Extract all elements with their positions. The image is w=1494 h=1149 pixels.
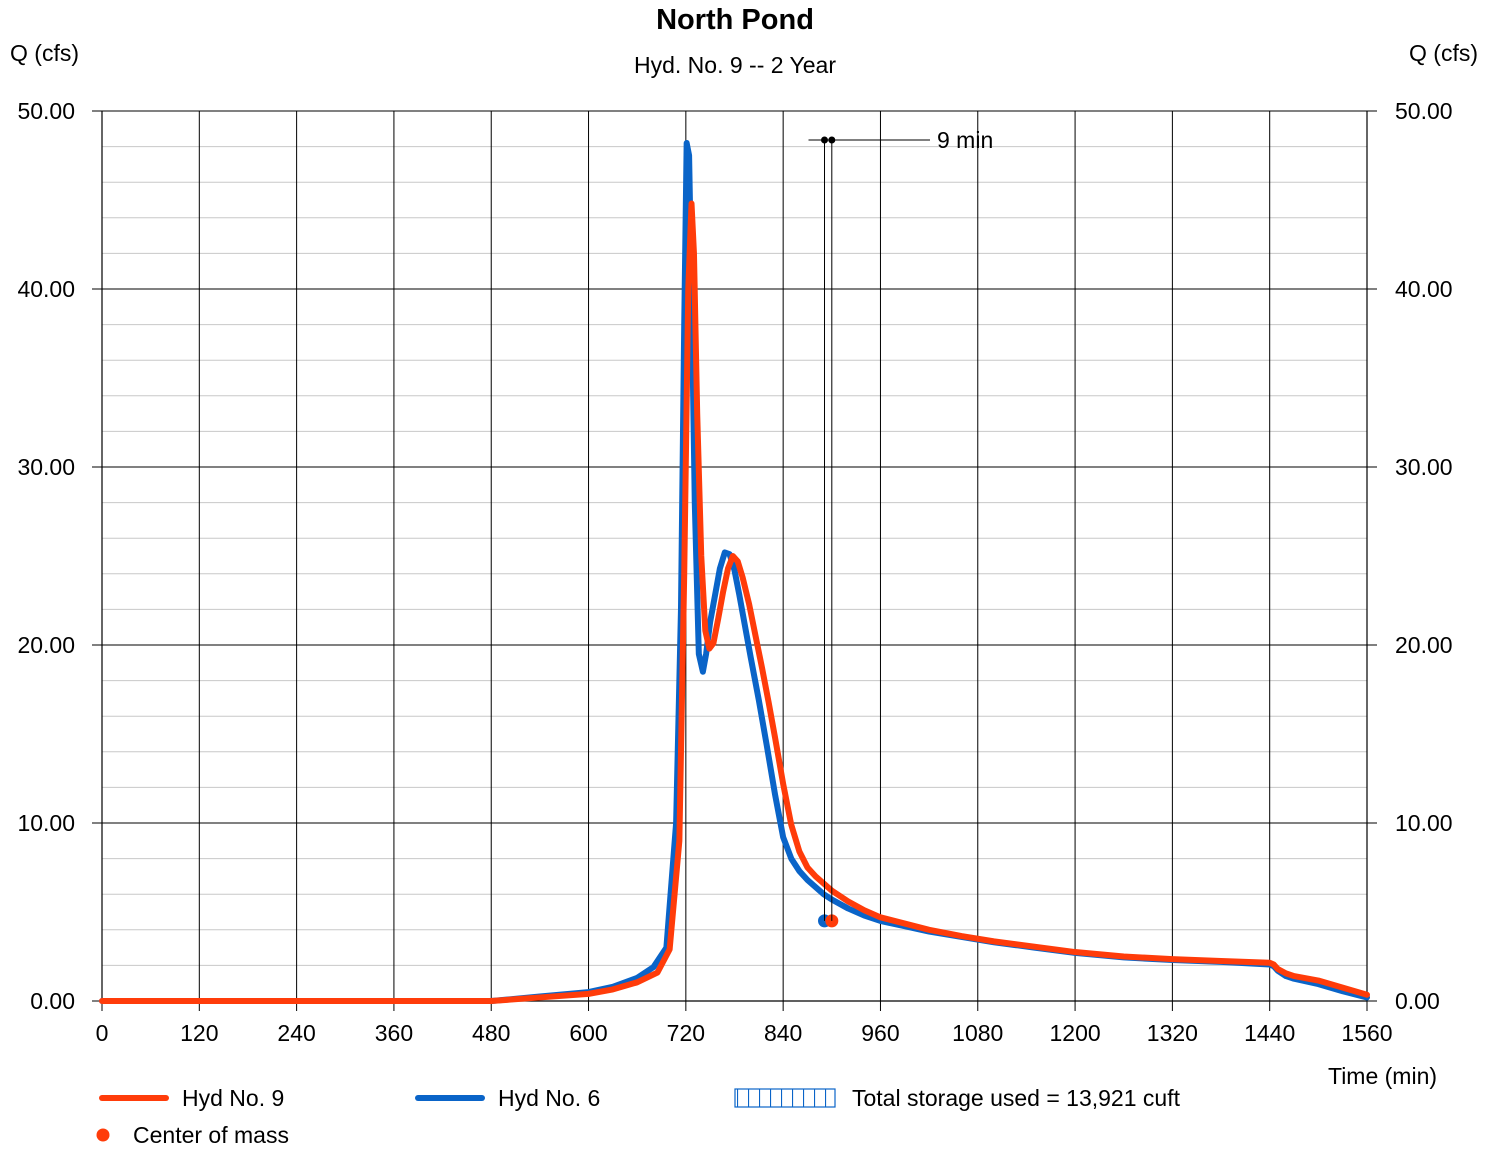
legend-swatch-storage bbox=[734, 1088, 836, 1108]
y-tick-label-left: 0.00 bbox=[30, 988, 75, 1014]
annotation-marker bbox=[821, 136, 829, 144]
chart-subtitle: Hyd. No. 9 -- 2 Year bbox=[634, 52, 836, 78]
series-lines bbox=[99, 140, 1370, 1004]
legend-label: Hyd No. 9 bbox=[182, 1085, 284, 1111]
legend-label: Center of mass bbox=[133, 1122, 289, 1148]
chart-title: North Pond bbox=[656, 4, 814, 36]
annotation-label: 9 min bbox=[937, 127, 993, 153]
x-tick-label: 1440 bbox=[1244, 1020, 1295, 1046]
legend: Hyd No. 9 Hyd No. 6 Total storage used = 1… bbox=[96, 1085, 1181, 1148]
tick-labels: 0.00 0.00 10.00 10.00 20.00 20.00 30.00 30.00 40… bbox=[17, 98, 1452, 1046]
series-line-hyd-no-9 bbox=[99, 200, 1370, 1004]
x-tick-label: 1560 bbox=[1341, 1020, 1392, 1046]
x-tick-label: 0 bbox=[96, 1020, 109, 1046]
y-tick-label-left: 30.00 bbox=[17, 454, 75, 480]
y-axis-label-left: Q (cfs) bbox=[10, 40, 79, 66]
legend-label: Total storage used = 13,921 cuft bbox=[852, 1085, 1181, 1111]
x-tick-label: 840 bbox=[764, 1020, 802, 1046]
x-tick-label: 360 bbox=[375, 1020, 413, 1046]
y-tick-label-right: 40.00 bbox=[1395, 276, 1453, 302]
x-tick-label: 1320 bbox=[1147, 1020, 1198, 1046]
y-tick-label-right: 0.00 bbox=[1395, 988, 1440, 1014]
y-tick-label-right: 20.00 bbox=[1395, 632, 1453, 658]
y-tick-label-left: 40.00 bbox=[17, 276, 75, 302]
y-tick-label-right: 30.00 bbox=[1395, 454, 1453, 480]
y-tick-label-left: 50.00 bbox=[17, 98, 75, 124]
annotation-marker bbox=[828, 136, 836, 144]
x-tick-label: 480 bbox=[472, 1020, 510, 1046]
x-tick-label: 240 bbox=[277, 1020, 315, 1046]
x-axis-label: Time (min) bbox=[1328, 1063, 1438, 1089]
y-tick-label-left: 10.00 bbox=[17, 810, 75, 836]
y-axis-label-right: Q (cfs) bbox=[1409, 40, 1478, 66]
x-tick-label: 720 bbox=[667, 1020, 705, 1046]
x-tick-label: 1080 bbox=[952, 1020, 1003, 1046]
legend-swatch-center-of-mass bbox=[96, 1128, 110, 1142]
y-tick-label-right: 10.00 bbox=[1395, 810, 1453, 836]
legend-label: Hyd No. 6 bbox=[498, 1085, 600, 1111]
x-tick-label: 600 bbox=[569, 1020, 607, 1046]
time-difference-annotation: 9 min bbox=[808, 127, 993, 921]
series-line-hyd-no-6 bbox=[99, 140, 1370, 1004]
y-tick-label-right: 50.00 bbox=[1395, 98, 1453, 124]
x-tick-label: 960 bbox=[861, 1020, 899, 1046]
y-tick-label-left: 20.00 bbox=[17, 632, 75, 658]
x-tick-label: 1200 bbox=[1049, 1020, 1100, 1046]
x-tick-label: 120 bbox=[180, 1020, 218, 1046]
